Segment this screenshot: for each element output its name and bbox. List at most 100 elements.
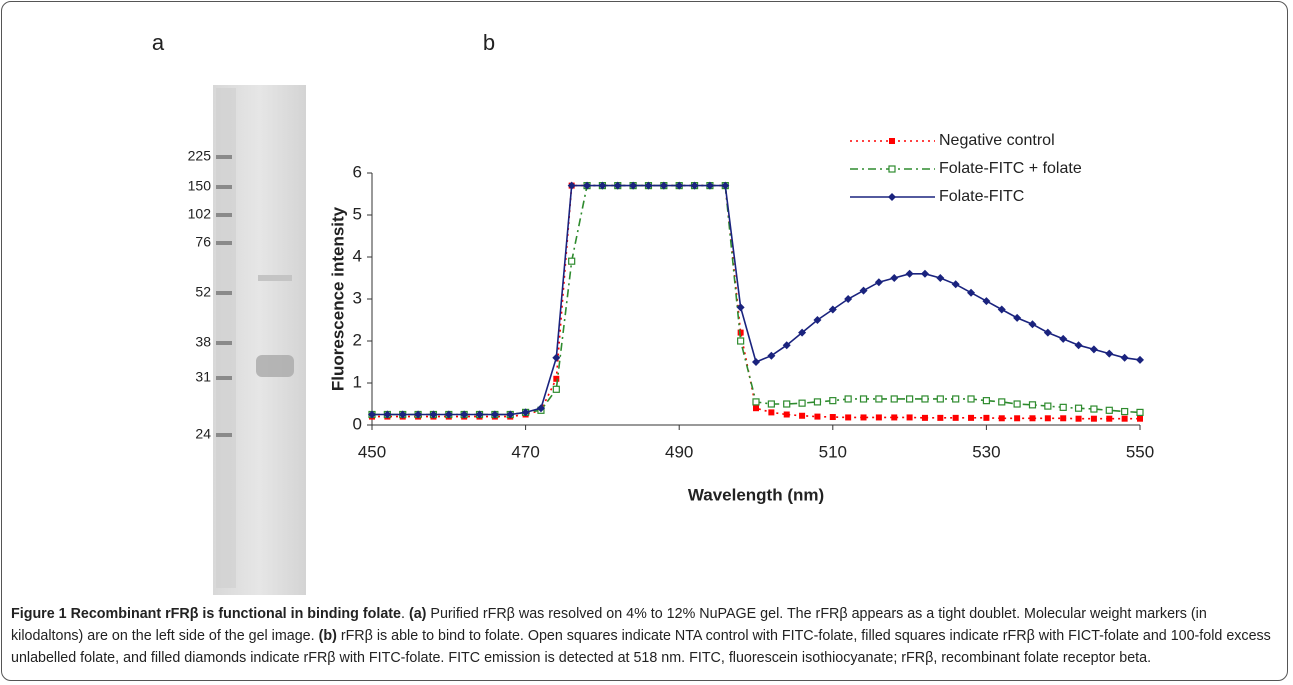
data-point [982, 397, 991, 405]
protein-band [256, 355, 294, 377]
data-point [998, 415, 1005, 422]
data-point [429, 410, 438, 419]
data-point [736, 303, 745, 312]
data-point [767, 400, 775, 408]
data-point [998, 398, 1006, 406]
data-point [906, 414, 913, 421]
series-line [372, 184, 1141, 416]
caption: Figure 1 Recombinant rFRβ is functional … [11, 603, 1279, 669]
x-tick-label: 510 [819, 442, 847, 461]
data-point [536, 404, 545, 413]
data-point [890, 274, 899, 282]
data-point [936, 395, 944, 403]
data-point [767, 351, 776, 360]
data-point [1013, 400, 1021, 408]
data-point [814, 413, 821, 420]
y-tick-label: 0 [353, 414, 362, 433]
data-point [921, 395, 929, 403]
gel-marker-band [216, 433, 232, 437]
series-line [372, 184, 1140, 420]
data-point [905, 395, 914, 403]
x-tick-label: 470 [511, 442, 539, 461]
data-point [475, 410, 484, 419]
data-point [1013, 313, 1022, 322]
data-point [553, 375, 560, 382]
marker-lane [216, 88, 236, 588]
caption-text: rFRβ is able to bind to folate. Open squ… [11, 628, 1275, 666]
data-point [1105, 349, 1114, 358]
gel-marker-band [216, 376, 232, 380]
caption-text: Purified rFRβ was resolved on 4% to 12% … [11, 606, 1211, 644]
data-point [1136, 408, 1144, 416]
data-point [782, 341, 791, 350]
data-point [828, 305, 837, 314]
legend-label: Folate-FITC + folate [939, 160, 1082, 177]
data-point [613, 181, 622, 190]
data-point [968, 414, 975, 421]
caption-text: . [401, 606, 409, 622]
data-point [1059, 403, 1067, 411]
data-point [937, 414, 944, 421]
caption-text: (b) [318, 628, 337, 644]
data-point [414, 410, 423, 419]
data-point [982, 297, 991, 306]
data-point [1043, 328, 1052, 337]
data-point [552, 353, 561, 362]
data-point [460, 410, 469, 419]
data-point [921, 414, 928, 421]
data-point [798, 399, 806, 407]
gel-image [213, 85, 306, 595]
data-point [844, 295, 853, 303]
data-point [813, 316, 822, 324]
data-point [568, 257, 576, 265]
data-point [659, 181, 668, 190]
y-tick-label: 2 [353, 330, 362, 349]
x-axis-label: Wavelength (nm) [688, 485, 824, 504]
panel-label: b [483, 30, 495, 55]
gel-marker-label: 76 [195, 234, 211, 250]
data-point [1090, 415, 1097, 422]
data-point [1028, 320, 1037, 329]
data-point [705, 181, 714, 190]
data-point [521, 408, 530, 417]
gel-marker-label: 150 [188, 178, 212, 194]
data-point [874, 278, 883, 287]
data-point [737, 337, 745, 345]
gel-marker-label: 52 [195, 284, 211, 300]
data-point [1136, 355, 1144, 364]
data-point [1074, 404, 1083, 412]
gel-marker-label: 38 [195, 334, 211, 350]
x-tick-label: 550 [1126, 442, 1154, 461]
data-point [675, 181, 684, 190]
data-point [798, 328, 807, 337]
data-point [690, 181, 699, 190]
data-point [799, 412, 806, 419]
gel-marker-band [216, 213, 232, 217]
data-point [552, 385, 560, 393]
data-point [444, 410, 453, 419]
figure: a b 0 1 2 3 4 5 6 450 470 490 510 530 550 Wavelength … [152, 30, 1154, 595]
data-point [737, 329, 744, 336]
y-tick-label: 3 [353, 288, 362, 307]
data-point [383, 410, 392, 419]
data-point [753, 405, 759, 412]
data-point [1106, 415, 1113, 422]
gel-marker-label: 31 [195, 369, 211, 385]
data-point [844, 395, 852, 403]
data-point [813, 398, 822, 406]
data-point [890, 395, 898, 403]
faint-band [258, 275, 292, 281]
data-point [983, 414, 990, 421]
data-point [967, 288, 976, 297]
data-point [752, 358, 760, 366]
gel-marker-band [216, 241, 232, 245]
data-point [860, 414, 867, 421]
panel-label: a [152, 30, 165, 55]
gel-marker-band [216, 291, 232, 295]
legend-marker [888, 165, 896, 173]
data-point [1029, 415, 1036, 422]
data-point [967, 395, 975, 403]
y-tick-label: 5 [353, 204, 362, 223]
data-point [845, 414, 852, 421]
